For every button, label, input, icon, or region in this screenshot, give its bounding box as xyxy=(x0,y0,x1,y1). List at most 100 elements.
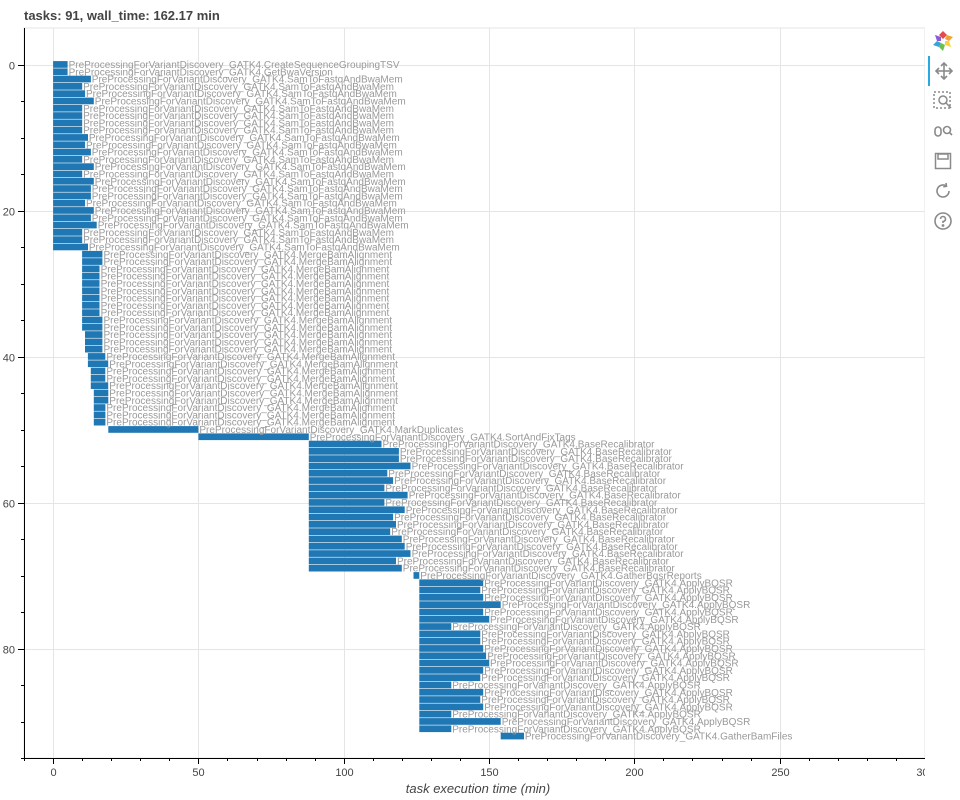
task-label: PreProcessingForVariantDiscovery_GATK4.S… xyxy=(83,228,394,239)
task-label: PreProcessingForVariantDiscovery_GATK4.M… xyxy=(106,418,395,429)
x-tick-label: 150 xyxy=(480,767,498,779)
task-bar xyxy=(419,630,481,638)
task-label: PreProcessingForVariantDiscovery_GATK4.A… xyxy=(502,600,751,611)
task-label: PreProcessingForVariantDiscovery_GATK4.S… xyxy=(89,243,400,254)
y-tick-label: 60 xyxy=(3,499,15,511)
save-tool-icon[interactable] xyxy=(928,146,958,176)
task-bar xyxy=(53,214,91,222)
task-label: PreProcessingForVariantDiscovery_GATK4.S… xyxy=(83,170,394,181)
task-label: PreProcessingForVariantDiscovery_GATK4.A… xyxy=(481,637,730,648)
task-bar xyxy=(419,674,481,681)
task-bar xyxy=(93,418,106,426)
task-label: PreProcessingForVariantDiscovery_GATK4.S… xyxy=(86,199,397,210)
task-bar xyxy=(419,586,481,594)
task-bar xyxy=(53,134,88,141)
task-label: PreProcessingForVariantDiscovery_GATK4.B… xyxy=(394,513,667,524)
task-bar xyxy=(82,250,103,258)
task-label: PreProcessingForVariantDiscovery_GATK4.A… xyxy=(452,622,701,633)
help-tool-icon[interactable] xyxy=(928,206,958,236)
toolbar xyxy=(928,26,958,236)
task-label: PreProcessingForVariantDiscovery_GATK4.S… xyxy=(92,184,403,195)
task-label: PreProcessingForVariantDiscovery_GATK4.M… xyxy=(101,301,390,312)
task-bar xyxy=(82,309,100,316)
task-label: PreProcessingForVariantDiscovery_GATK4.A… xyxy=(481,695,730,706)
task-bar xyxy=(419,601,501,608)
task-bar xyxy=(90,382,109,389)
task-bar xyxy=(90,367,106,375)
task-bar xyxy=(308,491,408,499)
task-label: PreProcessingForVariantDiscovery_GATK4.M… xyxy=(109,389,398,400)
wheel-zoom-tool-icon[interactable] xyxy=(928,116,958,146)
task-label: PreProcessingForVariantDiscovery_GATK4.B… xyxy=(406,542,679,553)
grid-lines xyxy=(24,28,925,758)
task-bar xyxy=(90,375,106,382)
task-bar xyxy=(308,484,385,492)
x-tick-label: 50 xyxy=(192,767,204,779)
task-bar xyxy=(53,90,86,97)
task-label: PreProcessingForVariantDiscovery_GATK4.M… xyxy=(104,323,393,334)
pan-tool-icon[interactable] xyxy=(928,56,958,86)
task-bar xyxy=(53,177,94,185)
task-bar xyxy=(53,243,88,251)
task-bar xyxy=(419,615,490,623)
task-label: PreProcessingForVariantDiscovery_GATK4.S… xyxy=(310,432,576,443)
box-zoom-tool-icon[interactable] xyxy=(928,86,958,116)
task-label: PreProcessingForVariantDiscovery_GATK4.A… xyxy=(481,586,730,597)
task-label: PreProcessingForVariantDiscovery_GATK4.S… xyxy=(83,82,394,93)
task-bar xyxy=(419,710,452,718)
task-label: PreProcessingForVariantDiscovery_GATK4.A… xyxy=(484,644,733,655)
task-label: PreProcessingForVariantDiscovery_GATK4.G… xyxy=(69,67,333,78)
task-label: PreProcessingForVariantDiscovery_GATK4.M… xyxy=(199,425,463,436)
task-label: PreProcessingForVariantDiscovery_GATK4.B… xyxy=(403,535,676,546)
task-bar xyxy=(82,265,100,273)
task-label: PreProcessingForVariantDiscovery_GATK4.B… xyxy=(412,549,685,560)
task-bar xyxy=(93,404,106,411)
task-bar xyxy=(308,550,411,557)
task-bar xyxy=(82,280,100,287)
task-label: PreProcessingForVariantDiscovery_GATK4.M… xyxy=(109,396,398,407)
task-bar xyxy=(53,163,94,170)
task-bar xyxy=(53,156,83,163)
task-label: PreProcessingForVariantDiscovery_GATK4.S… xyxy=(83,104,394,115)
task-label: PreProcessingForVariantDiscovery_GATK4.B… xyxy=(397,556,670,567)
task-bar xyxy=(308,448,399,455)
task-bar xyxy=(85,345,103,353)
task-bar xyxy=(419,594,484,601)
task-label: PreProcessingForVariantDiscovery_GATK4.A… xyxy=(490,615,739,626)
task-bar xyxy=(87,353,106,360)
task-label: PreProcessingForVariantDiscovery_GATK4.M… xyxy=(109,381,398,392)
task-bar xyxy=(53,207,94,214)
task-label: PreProcessingForVariantDiscovery_GATK4.S… xyxy=(95,177,406,188)
task-bar xyxy=(108,426,199,433)
chart-title: tasks: 91, wall_time: 162.17 min xyxy=(24,8,220,23)
task-bar xyxy=(419,608,484,616)
task-label: PreProcessingForVariantDiscovery_GATK4.S… xyxy=(92,75,403,86)
task-label: PreProcessingForVariantDiscovery_GATK4.S… xyxy=(83,155,394,166)
task-label: PreProcessingForVariantDiscovery_GATK4.M… xyxy=(104,316,393,327)
task-bar xyxy=(87,360,109,368)
task-bar xyxy=(308,513,394,521)
reset-tool-icon[interactable] xyxy=(928,176,958,206)
task-bar xyxy=(53,199,86,207)
task-bar xyxy=(53,112,83,119)
task-label: PreProcessingForVariantDiscovery_GATK4.M… xyxy=(104,337,393,348)
task-label: PreProcessingForVariantDiscovery_GATK4.M… xyxy=(106,374,395,385)
task-label: PreProcessingForVariantDiscovery_GATK4.A… xyxy=(484,702,733,713)
task-label: PreProcessingForVariantDiscovery_GATK4.M… xyxy=(101,264,390,275)
task-label: PreProcessingForVariantDiscovery_GATK4.B… xyxy=(385,498,658,509)
task-bar xyxy=(53,185,91,192)
task-bar xyxy=(308,469,388,477)
task-bar xyxy=(419,659,490,667)
task-label: PreProcessingForVariantDiscovery_GATK4.M… xyxy=(101,272,390,283)
task-label: PreProcessingForVariantDiscovery_GATK4.B… xyxy=(383,440,656,451)
task-bar xyxy=(53,141,86,149)
task-bar xyxy=(419,579,484,587)
task-bar xyxy=(419,623,452,630)
task-label: PreProcessingForVariantDiscovery_GATK4.B… xyxy=(412,462,685,473)
task-label: PreProcessingForVariantDiscovery_GATK4.M… xyxy=(106,410,395,421)
task-bar xyxy=(82,272,100,280)
task-bar xyxy=(53,170,83,178)
task-label: PreProcessingForVariantDiscovery_GATK4.S… xyxy=(89,133,400,144)
gantt-chart[interactable]: PreProcessingForVariantDiscovery_GATK4.C… xyxy=(0,0,925,800)
task-bar xyxy=(82,258,103,265)
